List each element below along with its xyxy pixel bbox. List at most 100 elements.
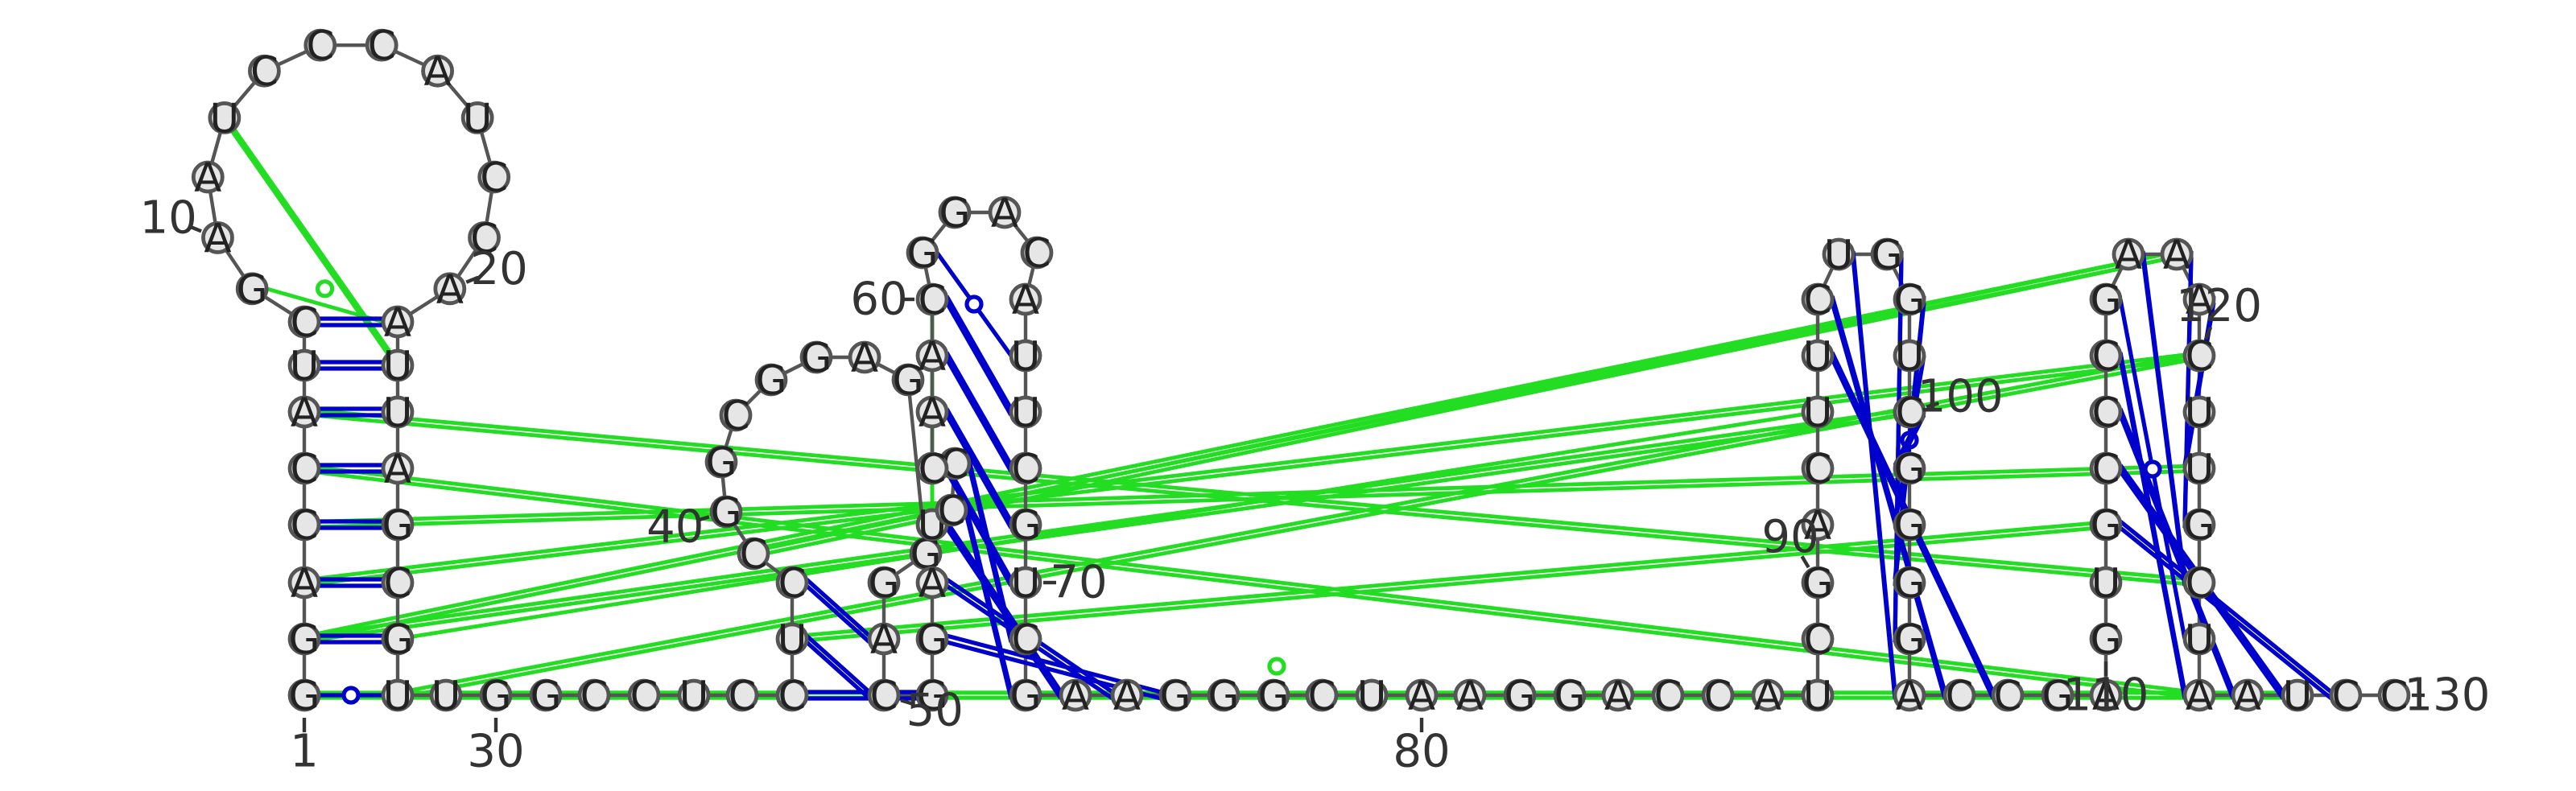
- nucleotide-circle: [2089, 282, 2123, 316]
- noncanonical-interaction-line: [303, 463, 2200, 695]
- nucleotide-circle: [1801, 508, 1835, 542]
- nucleotide-124: C: [2182, 560, 2216, 607]
- nucleotide-circle: [799, 340, 833, 374]
- nucleotide-circle: [1651, 678, 1685, 712]
- nucleotide-letter: U: [1895, 333, 1925, 380]
- nucleotide-letter: C: [291, 299, 319, 346]
- nucleotide-45: A: [848, 335, 881, 381]
- nucleotide-letter: A: [919, 333, 946, 380]
- nucleotide-letter: C: [778, 560, 807, 607]
- nucleotide-circle: [2329, 678, 2363, 712]
- nucleotide-94: U: [1801, 333, 1835, 380]
- nucleotide-circle: [201, 221, 234, 254]
- nucleotide-circle: [1801, 339, 1835, 373]
- nucleotide-84: A: [1601, 673, 1635, 719]
- nucleotide-letter: C: [470, 215, 498, 262]
- nucleotide-57: C: [915, 446, 949, 492]
- nucleotide-letter: A: [1456, 673, 1484, 719]
- nucleotide-letter: G: [382, 502, 414, 549]
- nucleotide-letter: C: [480, 154, 508, 201]
- nucleotide-letter: A: [991, 190, 1018, 237]
- position-label: 130: [2405, 669, 2491, 722]
- position-label: 100: [1918, 371, 2004, 423]
- nucleotide-letter: G: [1010, 502, 1042, 549]
- nucleotide-104: G: [1893, 616, 1926, 663]
- nucleotide-circle: [709, 495, 743, 529]
- canonical-pair-line: [805, 584, 871, 644]
- nucleotide-circle: [1893, 566, 1926, 599]
- canonical-pair-line: [2119, 519, 2333, 694]
- nucleotide-circle: [1870, 237, 1904, 271]
- nucleotide-8: C: [287, 299, 321, 346]
- nucleotide-63: A: [988, 190, 1022, 237]
- nucleotide-letter: G: [481, 673, 512, 719]
- nucleotide-circle: [938, 196, 972, 229]
- nucleotide-55: C: [935, 488, 968, 534]
- nucleotide-32: C: [577, 673, 611, 719]
- nucleotide-letter: G: [801, 335, 832, 381]
- nucleotide-circle: [1893, 622, 1926, 656]
- nucleotide-119: A: [2182, 277, 2216, 323]
- nucleotide-circle: [906, 236, 939, 270]
- position-label-tick: [1926, 401, 1940, 409]
- nucleotide-letter: G: [917, 673, 948, 719]
- nucleotide-circle: [208, 101, 242, 134]
- nucleotide-31: G: [529, 673, 563, 719]
- canonical-pair-line: [944, 407, 1013, 523]
- nucleotide-letter: U: [210, 95, 240, 142]
- nucleotide-59: A: [915, 333, 949, 380]
- nucleotide-62: G: [938, 190, 972, 237]
- nucleotide-letter: C: [1704, 673, 1732, 719]
- nucleotide-circle: [235, 272, 269, 306]
- nucleotide-circle: [1110, 678, 1144, 712]
- nucleotide-122: U: [2182, 446, 2216, 492]
- nucleotide-circle: [1801, 622, 1835, 656]
- nucleotide-letter: A: [1062, 673, 1089, 719]
- nucleotide-letter: U: [1011, 560, 1041, 607]
- nucleotide-letter: U: [2091, 560, 2121, 607]
- noncanonical-interaction-line: [753, 249, 2178, 554]
- nucleotide-circle: [2089, 451, 2123, 485]
- nucleotide-127: A: [2231, 673, 2264, 719]
- nucleotide-71: C: [1009, 616, 1042, 663]
- nucleotide-24: A: [381, 446, 415, 492]
- nucleotide-circle: [529, 678, 563, 712]
- position-label-tick: [188, 225, 202, 233]
- nucleotide-letter: A: [1604, 673, 1632, 719]
- nucleotide-circle: [2231, 678, 2264, 712]
- nucleotide-circle: [867, 566, 901, 599]
- nucleotide-circle: [775, 678, 809, 712]
- nucleotide-circle: [1158, 678, 1192, 712]
- nucleotide-117: A: [2112, 232, 2145, 278]
- nucleotide-33: C: [627, 673, 661, 719]
- nucleotide-13: C: [248, 48, 281, 95]
- nucleotide-3: A: [287, 560, 321, 607]
- noncanonical-interaction-line: [222, 113, 399, 365]
- nucleotide-letter: C: [250, 48, 279, 95]
- nucleotide-16: A: [421, 48, 454, 95]
- nucleotide-circle: [2160, 237, 2194, 271]
- nucleotide-circle: [2377, 678, 2411, 712]
- nucleotide-circle: [1009, 508, 1042, 542]
- canonical-pair-line: [2140, 257, 2187, 587]
- nucleotide-letter: C: [630, 673, 658, 719]
- nucleotide-circle: [2089, 508, 2123, 542]
- nucleotide-letter: C: [2092, 389, 2120, 436]
- nucleotide-letter: C: [2092, 333, 2120, 380]
- nucleotide-30: G: [479, 673, 513, 719]
- nucleotide-129: C: [2329, 673, 2363, 719]
- nucleotide-letter: A: [1113, 673, 1141, 719]
- nucleotide-letter: C: [306, 23, 334, 69]
- nucleotide-letter: A: [2163, 232, 2190, 278]
- nucleotide-83: G: [1553, 673, 1587, 719]
- nucleotide-circle: [381, 622, 415, 656]
- nucleotide-letter: A: [2234, 673, 2261, 719]
- nucleotide-44: G: [799, 335, 833, 381]
- nucleotide-23: U: [381, 389, 415, 436]
- nucleotide-letter: G: [2042, 673, 2074, 719]
- nucleotide-letter: U: [290, 343, 320, 389]
- nucleotide-circle: [468, 221, 501, 254]
- nucleotide-60: C: [915, 277, 949, 323]
- nucleotide-circle: [381, 348, 415, 382]
- nucleotide-letter: A: [423, 48, 451, 95]
